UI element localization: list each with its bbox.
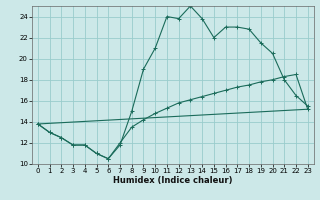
X-axis label: Humidex (Indice chaleur): Humidex (Indice chaleur) [113,176,233,185]
